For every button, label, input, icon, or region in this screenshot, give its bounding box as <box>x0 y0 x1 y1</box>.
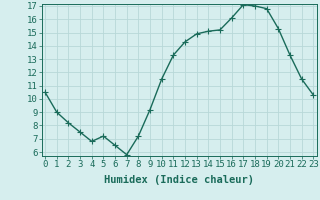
X-axis label: Humidex (Indice chaleur): Humidex (Indice chaleur) <box>104 175 254 185</box>
